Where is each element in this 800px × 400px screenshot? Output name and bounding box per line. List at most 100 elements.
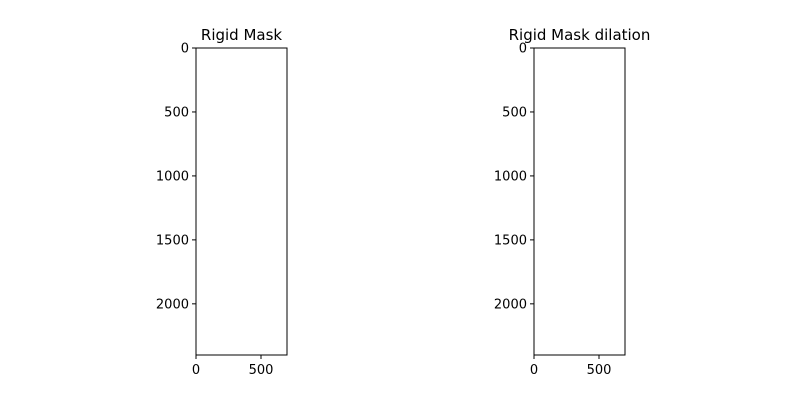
- y-tick-label: 500: [502, 105, 527, 120]
- chart-title: Rigid Mask: [201, 26, 283, 44]
- mask-speckle: [207, 273, 209, 275]
- heatmap-image: [534, 48, 625, 355]
- mask-streak: [548, 101, 551, 200]
- mask-blade: [216, 266, 258, 298]
- mask-speckle: [205, 296, 207, 298]
- y-tick-label: 0: [519, 42, 527, 57]
- heatmap-image: [196, 48, 287, 355]
- mask-blade: [216, 298, 258, 328]
- mask-speckle: [543, 255, 545, 257]
- chart-panel-2: 0 500 1000 1500 2000 0 500 Rigid Mask dilation: [494, 26, 650, 378]
- mask-speckle: [547, 237, 549, 239]
- axes-frame: [195, 47, 288, 356]
- mask-speckle: [209, 264, 211, 266]
- mask-speckle: [545, 233, 547, 235]
- mask-speckle: [205, 269, 207, 271]
- mask-speckle: [205, 242, 207, 244]
- mask-background-region: [204, 58, 282, 352]
- mask-blade: [226, 66, 264, 104]
- mask-blade: [554, 266, 596, 298]
- mask-speckle: [547, 251, 549, 253]
- axes-frame: [533, 47, 626, 356]
- y-tick-label: 1000: [156, 169, 189, 184]
- mask-speckle: [547, 318, 549, 320]
- mask-edge-lobe: [261, 278, 284, 335]
- mask-streak: [211, 104, 214, 204]
- mask-speckle: [205, 255, 207, 257]
- mask-speckle: [545, 273, 547, 275]
- mask-speckle: [209, 332, 211, 334]
- mask-speckle: [209, 291, 211, 293]
- mask-streak: [550, 107, 553, 208]
- mask-speckle: [547, 278, 549, 280]
- mask-streak: [207, 92, 209, 188]
- mask-streak: [214, 113, 217, 216]
- mask-background-strip: [543, 86, 552, 198]
- mask-speckle: [205, 323, 207, 325]
- x-tick-label: 0: [530, 363, 538, 378]
- mask-blade: [216, 160, 270, 200]
- y-tick-label: 1000: [494, 169, 527, 184]
- mask-speckle: [543, 282, 545, 284]
- y-tick-label: 2000: [494, 297, 527, 312]
- mask-streak: [212, 107, 215, 208]
- mask-speckle: [547, 332, 549, 334]
- mask-speckle: [545, 314, 547, 316]
- mask-speckle: [547, 264, 549, 266]
- mask-blade: [560, 94, 604, 134]
- x-tick-label: 500: [587, 363, 612, 378]
- mask-streak: [549, 104, 552, 204]
- mask-streak: [213, 110, 216, 212]
- y-tick-label: 0: [181, 42, 189, 57]
- y-tick-label: 2000: [156, 297, 189, 312]
- mask-speckle: [205, 282, 207, 284]
- mask-edge-lobe: [599, 278, 622, 335]
- mask-foreground: [196, 48, 287, 355]
- mask-blade: [554, 160, 608, 200]
- mask-streak: [551, 110, 554, 212]
- mask-blade: [222, 94, 266, 134]
- mask-speckle: [543, 323, 545, 325]
- mask-speckle: [543, 269, 545, 271]
- mask-speckle: [207, 233, 209, 235]
- mask-blade: [218, 126, 268, 166]
- mask-background-region: [542, 58, 620, 352]
- mask-speckle: [209, 237, 211, 239]
- mask-blade: [564, 66, 602, 104]
- mask-streak: [209, 98, 211, 196]
- mask-speckle: [207, 314, 209, 316]
- mask-blade: [550, 232, 604, 266]
- y-tick-label: 1500: [156, 233, 189, 248]
- mask-speckle: [205, 309, 207, 311]
- mask-speckle: [205, 228, 207, 230]
- y-tick-label: 500: [164, 105, 189, 120]
- mask-background-strip: [205, 86, 214, 198]
- mask-blade: [554, 298, 596, 328]
- mask-blade: [212, 196, 271, 234]
- mask-speckle: [543, 228, 545, 230]
- mask-blade: [230, 328, 272, 352]
- mask-speckle: [547, 291, 549, 293]
- x-tick-label: 500: [249, 363, 274, 378]
- mask-speckle: [207, 260, 209, 262]
- mask-speckle: [207, 246, 209, 248]
- mask-speckle: [547, 305, 549, 307]
- mask-speckle: [209, 251, 211, 253]
- mask-speckle: [543, 309, 545, 311]
- mask-speckle: [207, 300, 209, 302]
- mask-streak: [210, 101, 213, 200]
- mask-speckle: [545, 327, 547, 329]
- mask-speckle: [545, 300, 547, 302]
- mask-blade: [212, 232, 266, 266]
- mask-speckle: [543, 296, 545, 298]
- y-tick-label: 1500: [494, 233, 527, 248]
- mask-streak: [547, 98, 549, 196]
- mask-speckle: [545, 260, 547, 262]
- mask-blade: [556, 126, 606, 166]
- mask-streak: [552, 113, 555, 216]
- mask-streak: [545, 92, 547, 188]
- mask-speckle: [543, 242, 545, 244]
- mask-speckle: [209, 305, 211, 307]
- mask-speckle: [545, 287, 547, 289]
